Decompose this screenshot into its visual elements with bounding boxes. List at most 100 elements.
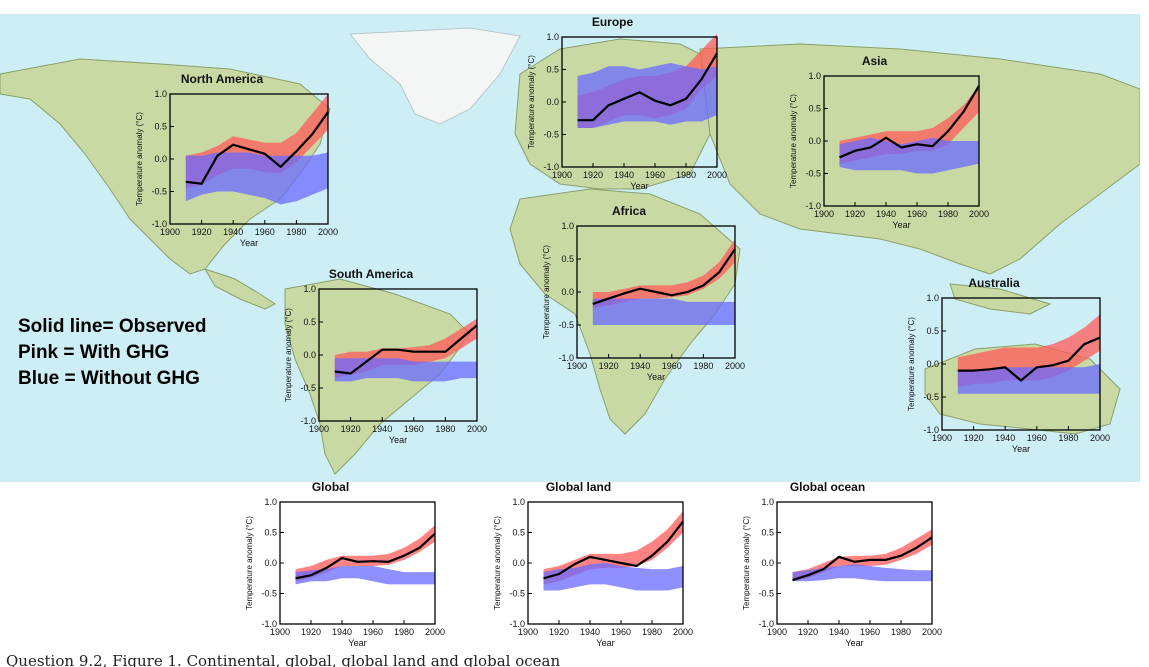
global-ocean-title: Global ocean	[789, 480, 866, 494]
europe-ytick-label-3: 0.5	[546, 65, 559, 75]
global-ocean-ytick-label-2: 0.0	[761, 558, 774, 568]
global-ocean-ytick-label-3: 0.5	[761, 528, 774, 538]
asia-xtick-label-5: 2000	[969, 209, 989, 219]
europe-ytick-label-0: -1.0	[543, 162, 559, 172]
north-america-ytick-label-2: 0.0	[154, 154, 167, 164]
africa-xtick-label-2: 1940	[630, 361, 650, 371]
asia-ytick-label-1: -0.5	[805, 169, 821, 179]
australia-ytick-label-3: 0.5	[926, 326, 939, 336]
north-america-landmass	[0, 58, 331, 275]
australia-xtick-label-2: 1940	[995, 433, 1015, 443]
europe-chart: -1.0 -0.5 0.0 0.5 1.0 1900 1920 1940 1960 1980 200…	[500, 15, 727, 193]
asia-ytick-label-2: 0.0	[808, 136, 821, 146]
global-land-ytick-label-2: 0.0	[512, 558, 525, 568]
africa-xlabel: Year	[647, 372, 665, 382]
global-ocean-xtick-label-1: 1920	[798, 627, 818, 637]
africa-observed-line	[592, 248, 736, 305]
global-land-plot: -1.0 -0.5 0.0 0.5 1.0 1900 1920 1940 1960 1980 200…	[493, 497, 693, 648]
europe-plot: -1.0 -0.5 0.0 0.5 1.0 1900 1920 1940 1960 1980 200…	[527, 32, 727, 191]
global-xtick-label-0: 1900	[270, 627, 290, 637]
north-america-ytick-label-0: -1.0	[151, 219, 167, 229]
legend-with-ghg: Pink = With GHG	[18, 342, 170, 363]
europe-ytick-label-2: 0.0	[546, 97, 559, 107]
south-america-observed-line	[334, 324, 478, 375]
legend-observed: Solid line= Observed	[18, 316, 207, 337]
australia-xtick-label-4: 1980	[1058, 433, 1078, 443]
asia-ytick-label-0: -1.0	[805, 201, 821, 211]
north-america-ytick-label-3: 0.5	[154, 122, 167, 132]
europe-xtick-label-2: 1940	[614, 170, 634, 180]
south-america-xtick-label-0: 1900	[309, 424, 329, 434]
europe-xtick-label-5: 2000	[707, 170, 727, 180]
australia-ytick-label-1: -0.5	[923, 392, 939, 402]
australia-ytick-label-0: -1.0	[923, 425, 939, 435]
europe-ytick-label-4: 1.0	[546, 32, 559, 42]
global-land-xtick-label-5: 2000	[673, 627, 693, 637]
africa-without-ghg-band	[592, 298, 735, 325]
africa-xtick-label-1: 1920	[599, 361, 619, 371]
global-ytick-label-4: 1.0	[264, 497, 277, 507]
southeast-asia-islands	[949, 283, 1052, 315]
global-xtick-label-4: 1980	[394, 627, 414, 637]
global-land-xtick-label-1: 1920	[549, 627, 569, 637]
australia-plot: -1.0 -0.5 0.0 0.5 1.0 1900 1920 1940 1960 1980 200…	[907, 293, 1110, 454]
global-without-ghg-band	[295, 566, 435, 585]
north-america-plot: -1.0 -0.5 0.0 0.5 1.0 1900 1920 1940 1960 1980 200…	[135, 89, 338, 248]
global-observed-line	[295, 532, 436, 580]
europe-observed-line	[577, 52, 718, 122]
global-title: Global	[311, 480, 350, 494]
global-ytick-label-0: -1.0	[261, 619, 277, 629]
north-america-ytick-label-1: -0.5	[151, 187, 167, 197]
asia-ytick-label-3: 0.5	[808, 104, 821, 114]
asia-xtick-label-4: 1980	[938, 209, 958, 219]
global-xtick-label-2: 1940	[332, 627, 352, 637]
africa-ytick-label-1: -0.5	[558, 320, 574, 330]
north-america-xlabel: Year	[240, 238, 258, 248]
south-america-ytick-label-1: -0.5	[300, 383, 316, 393]
global-plot: -1.0 -0.5 0.0 0.5 1.0 1900 1920 1940 1960 1980 200…	[245, 497, 445, 648]
north-america-xtick-label-5: 2000	[318, 227, 338, 237]
europe-xtick-label-0: 1900	[552, 170, 572, 180]
africa-xtick-label-4: 1980	[693, 361, 713, 371]
australia-title: Australia	[968, 276, 1020, 290]
asia-xlabel: Year	[892, 220, 910, 230]
north-america-ylabel: Temperature anomaly (°C)	[135, 112, 144, 206]
south-america-without-ghg-band	[334, 358, 477, 382]
global-chart: -1.0 -0.5 0.0 0.5 1.0 1900 1920 1940 1960 1980 200…	[218, 480, 445, 650]
legend-block: Solid line= Observed Pink = With GHG Blu…	[18, 314, 206, 392]
global-land-ytick-label-4: 1.0	[512, 497, 525, 507]
global-land-observed-line	[543, 520, 684, 580]
global-ytick-label-1: -0.5	[261, 589, 277, 599]
north-america-chart: -1.0 -0.5 0.0 0.5 1.0 1900 1920 1940 1960 1980 200…	[108, 72, 338, 250]
asia-title: Asia	[861, 54, 888, 68]
asia-xtick-label-3: 1960	[907, 209, 927, 219]
global-land-xtick-label-0: 1900	[518, 627, 538, 637]
north-america-xtick-label-4: 1980	[286, 227, 306, 237]
global-ytick-label-2: 0.0	[264, 558, 277, 568]
global-land-without-ghg-band	[543, 563, 683, 591]
global-ocean-observed-line	[792, 536, 933, 582]
global-land-xtick-label-2: 1940	[580, 627, 600, 637]
africa-plot: -1.0 -0.5 0.0 0.5 1.0 1900 1920 1940 1960 1980 200…	[542, 221, 745, 382]
africa-ylabel: Temperature anomaly (°C)	[542, 245, 551, 339]
europe-xlabel: Year	[630, 181, 648, 191]
global-land-ytick-label-1: -0.5	[509, 589, 525, 599]
global-land-chart: -1.0 -0.5 0.0 0.5 1.0 1900 1920 1940 1960 1980 200…	[466, 480, 693, 650]
south-america-xtick-label-2: 1940	[372, 424, 392, 434]
south-america-ytick-label-0: -1.0	[300, 416, 316, 426]
legend-without-ghg: Blue = Without GHG	[18, 368, 200, 389]
global-ocean-ylabel: Temperature anomaly (°C)	[742, 516, 751, 610]
south-america-xlabel: Year	[389, 435, 407, 445]
europe-title: Europe	[591, 15, 634, 29]
global-ocean-ytick-label-0: -1.0	[758, 619, 774, 629]
south-america-ytick-label-4: 1.0	[303, 284, 316, 294]
figure-caption: Question 9.2, Figure 1. Continental, glo…	[6, 652, 561, 667]
global-ocean-plot: -1.0 -0.5 0.0 0.5 1.0 1900 1920 1940 1960 1980 200…	[742, 497, 942, 648]
global-land-ytick-label-3: 0.5	[512, 528, 525, 538]
north-america-ytick-label-4: 1.0	[154, 89, 167, 99]
australia-xtick-label-0: 1900	[932, 433, 952, 443]
australia-xtick-label-5: 2000	[1090, 433, 1110, 443]
australia-chart: -1.0 -0.5 0.0 0.5 1.0 1900 1920 1940 1960 1980 200…	[880, 276, 1110, 456]
africa-ytick-label-0: -1.0	[558, 353, 574, 363]
asia-plot: -1.0 -0.5 0.0 0.5 1.0 1900 1920 1940 1960 1980 200…	[789, 71, 989, 230]
